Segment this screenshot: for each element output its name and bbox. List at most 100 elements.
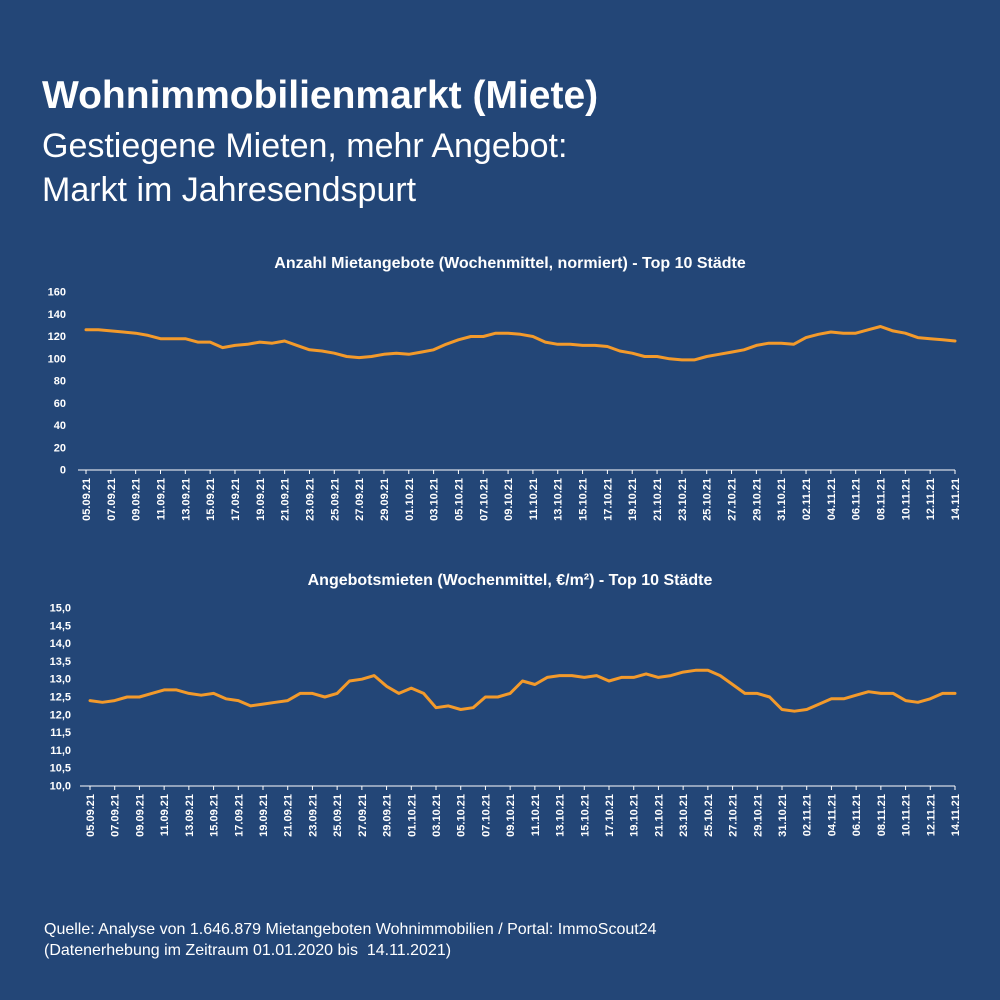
x-tick-label: 03.10.21 bbox=[431, 794, 443, 837]
y-tick-label: 13,0 bbox=[50, 674, 71, 686]
x-tick-label: 23.09.21 bbox=[307, 794, 319, 837]
x-tick-label: 03.10.21 bbox=[429, 478, 441, 521]
y-tick-label: 120 bbox=[48, 331, 66, 343]
x-tick-label: 12.11.21 bbox=[925, 478, 937, 520]
y-tick-label: 12,0 bbox=[50, 709, 71, 721]
x-tick-label: 05.10.21 bbox=[453, 478, 465, 521]
x-tick-label: 25.09.21 bbox=[329, 478, 341, 521]
x-tick-label: 13.09.21 bbox=[180, 478, 192, 521]
x-tick-label: 31.10.21 bbox=[776, 478, 788, 521]
x-tick-label: 23.09.21 bbox=[304, 478, 316, 521]
x-tick-label: 23.10.21 bbox=[678, 794, 690, 837]
x-tick-label: 06.11.21 bbox=[851, 794, 863, 836]
x-tick-label: 11.10.21 bbox=[530, 794, 542, 836]
x-tick-label: 29.09.21 bbox=[379, 478, 391, 521]
x-tick-label: 06.11.21 bbox=[851, 478, 863, 520]
y-tick-label: 60 bbox=[54, 398, 66, 410]
y-tick-label: 140 bbox=[48, 309, 66, 321]
x-tick-label: 21.10.21 bbox=[652, 478, 664, 521]
x-tick-label: 02.11.21 bbox=[802, 794, 814, 836]
y-tick-label: 100 bbox=[48, 353, 66, 365]
x-tick-label: 19.10.21 bbox=[629, 794, 641, 837]
x-tick-label: 27.10.21 bbox=[727, 478, 739, 521]
x-tick-label: 08.11.21 bbox=[876, 794, 888, 836]
y-tick-label: 13,5 bbox=[50, 656, 71, 668]
x-tick-label: 14.11.21 bbox=[950, 794, 962, 836]
y-tick-label: 14,0 bbox=[50, 638, 71, 650]
x-tick-label: 29.10.21 bbox=[752, 794, 764, 837]
x-tick-label: 17.09.21 bbox=[233, 794, 245, 837]
y-tick-label: 80 bbox=[54, 376, 66, 388]
x-tick-label: 21.10.21 bbox=[653, 794, 665, 837]
x-tick-label: 13.09.21 bbox=[184, 794, 196, 837]
x-tick-label: 21.09.21 bbox=[283, 794, 295, 837]
y-tick-label: 11,0 bbox=[50, 745, 71, 757]
chart-title-rents: Angebotsmieten (Wochenmittel, €/m²) - To… bbox=[307, 572, 713, 589]
y-tick-label: 14,5 bbox=[50, 620, 71, 632]
x-tick-label: 12.11.21 bbox=[925, 794, 937, 836]
x-tick-label: 23.10.21 bbox=[677, 478, 689, 521]
x-tick-label: 17.10.21 bbox=[602, 478, 614, 521]
x-tick-label: 07.09.21 bbox=[106, 478, 118, 521]
x-tick-label: 17.09.21 bbox=[230, 478, 242, 521]
x-tick-label: 14.11.21 bbox=[950, 478, 962, 520]
listings-line-chart: 0 20 40 60 80 100 120 140 160 05.09.21 07.09.21 09.… bbox=[48, 287, 962, 521]
x-tick-label: 07.09.21 bbox=[110, 794, 122, 837]
x-tick-label: 25.10.21 bbox=[702, 478, 714, 521]
x-tick-label: 19.09.21 bbox=[258, 794, 270, 837]
x-tick-label: 04.11.21 bbox=[826, 794, 838, 836]
x-tick-label: 19.09.21 bbox=[255, 478, 267, 521]
y-tick-label: 10,0 bbox=[50, 781, 71, 793]
x-tick-label: 07.10.21 bbox=[478, 478, 490, 521]
x-tick-label: 01.10.21 bbox=[404, 478, 416, 521]
y-tick-label: 40 bbox=[54, 420, 66, 432]
x-tick-label: 10.11.21 bbox=[900, 478, 912, 520]
x-tick-label: 08.11.21 bbox=[876, 478, 888, 520]
x-tick-label: 11.10.21 bbox=[528, 478, 540, 520]
x-tick-label: 09.09.21 bbox=[131, 478, 143, 521]
x-tick-label: 13.10.21 bbox=[555, 794, 567, 837]
chart-title-listings: Anzahl Mietangebote (Wochenmittel, normi… bbox=[274, 255, 746, 272]
x-tick-label: 11.09.21 bbox=[159, 794, 171, 836]
x-tick-label: 29.09.21 bbox=[382, 794, 394, 837]
source-note: Quelle: Analyse von 1.646.879 Mietangebo… bbox=[44, 919, 657, 961]
y-tick-label: 0 bbox=[60, 465, 66, 477]
page-subtitle: Gestiegene Mieten, mehr Angebot: Markt i… bbox=[42, 124, 567, 212]
series-line bbox=[84, 325, 957, 362]
page-title: Wohnimmobilienmarkt (Miete) bbox=[42, 74, 599, 117]
x-tick-label: 31.10.21 bbox=[777, 794, 789, 837]
x-tick-label: 25.10.21 bbox=[703, 794, 715, 837]
x-tick-label: 10.11.21 bbox=[901, 794, 913, 836]
y-tick-label: 160 bbox=[48, 287, 66, 299]
y-tick-label: 10,5 bbox=[50, 763, 71, 775]
x-tick-label: 05.10.21 bbox=[456, 794, 468, 837]
x-tick-label: 15.09.21 bbox=[205, 478, 217, 521]
x-tick-label: 27.09.21 bbox=[357, 794, 369, 837]
x-tick-label: 04.11.21 bbox=[826, 478, 838, 520]
x-tick-label: 09.09.21 bbox=[134, 794, 146, 837]
rents-line-chart: 10,0 10,5 11,0 11,5 12,0 12,5 13,0 13,5 14,0 14,5… bbox=[50, 603, 962, 837]
source-line-1: Quelle: Analyse von 1.646.879 Mietangebo… bbox=[44, 921, 657, 938]
x-tick-label: 09.10.21 bbox=[505, 794, 517, 837]
y-tick-label: 15,0 bbox=[50, 603, 71, 615]
x-tick-label: 07.10.21 bbox=[480, 794, 492, 837]
x-tick-label: 15.09.21 bbox=[209, 794, 221, 837]
x-tick-label: 21.09.21 bbox=[280, 478, 292, 521]
x-tick-label: 27.09.21 bbox=[354, 478, 366, 521]
x-tick-label: 15.10.21 bbox=[579, 794, 591, 837]
x-tick-label: 29.10.21 bbox=[751, 478, 763, 521]
source-line-2: (Datenerhebung im Zeitraum 01.01.2020 bi… bbox=[44, 942, 452, 959]
x-tick-label: 25.09.21 bbox=[332, 794, 344, 837]
x-tick-label: 15.10.21 bbox=[578, 478, 590, 521]
subtitle-line-1: Gestiegene Mieten, mehr Angebot: bbox=[42, 127, 568, 165]
x-tick-label: 01.10.21 bbox=[406, 794, 418, 837]
x-tick-label: 19.10.21 bbox=[627, 478, 639, 521]
y-tick-label: 12,5 bbox=[50, 692, 71, 704]
x-tick-label: 13.10.21 bbox=[553, 478, 565, 521]
series-line bbox=[88, 668, 957, 713]
x-tick-label: 02.11.21 bbox=[801, 478, 813, 520]
x-tick-label: 05.09.21 bbox=[81, 478, 93, 521]
x-tick-label: 27.10.21 bbox=[728, 794, 740, 837]
y-tick-label: 20 bbox=[54, 442, 66, 454]
x-tick-label: 05.09.21 bbox=[85, 794, 97, 837]
